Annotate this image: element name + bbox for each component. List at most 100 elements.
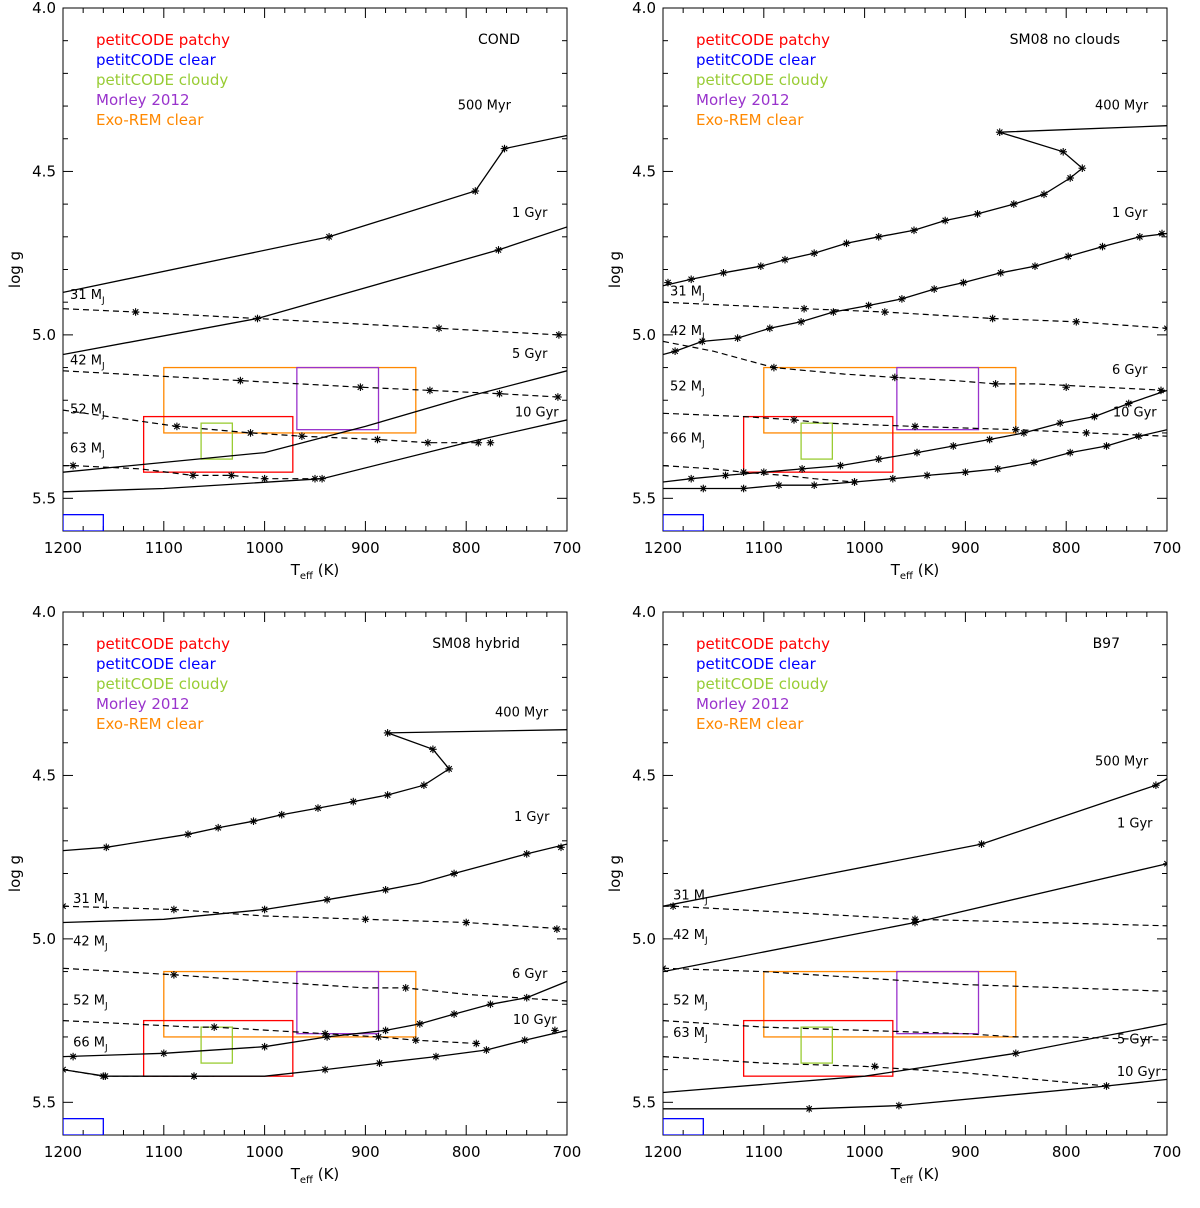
star-stroke [551, 1027, 558, 1034]
y-tick-label: 4.5 [32, 766, 56, 784]
mass-track-label: 66 MJ [73, 1036, 108, 1054]
star-stroke [496, 390, 503, 397]
mass-track-label: 63 MJ [673, 1026, 708, 1044]
star-stroke [191, 1073, 198, 1080]
data-point-star [361, 915, 370, 924]
star-stroke [553, 926, 560, 933]
y-axis-label: log g [606, 855, 624, 892]
model-name-label: SM08 no clouds [1010, 32, 1120, 48]
star-stroke [1091, 413, 1098, 420]
data-point-star [474, 438, 483, 447]
star-stroke [250, 818, 257, 825]
star-stroke [211, 1024, 218, 1031]
data-point-star [227, 471, 236, 480]
data-point-star [1066, 174, 1074, 182]
data-point-star [973, 210, 982, 218]
data-point-star [911, 422, 919, 431]
star-stroke [170, 971, 177, 978]
x-axis-label-sub: eff [900, 571, 914, 582]
data-point-star [1062, 383, 1070, 391]
isochrone-label: 10 Gyr [515, 406, 559, 421]
data-point-star [850, 478, 859, 486]
star-stroke [63, 1068, 67, 1073]
star-stroke [278, 811, 285, 818]
mass-track-label-sub: J [101, 296, 105, 306]
data-point-star [520, 1036, 529, 1044]
legend-entry: petitCODE patchy [696, 635, 830, 653]
star-stroke [974, 210, 981, 217]
isochrone-line [663, 232, 1167, 356]
star-stroke [555, 331, 562, 338]
star-stroke [1083, 429, 1090, 436]
data-point-star [941, 216, 949, 225]
x-tick-label: 1200 [44, 539, 82, 557]
data-point-star [189, 471, 197, 480]
data-point-star [374, 1033, 383, 1041]
y-tick-label: 4.0 [632, 0, 656, 17]
mass-track-label: 42 MJ [73, 934, 108, 952]
mass-track-label: 52 MJ [70, 402, 105, 420]
star-stroke [472, 188, 479, 195]
mass-track-label: 52 MJ [670, 379, 705, 397]
data-point-star [881, 308, 889, 316]
x-tick-label: 1000 [246, 539, 284, 557]
x-tick-label: 800 [452, 1143, 481, 1161]
star-stroke [1163, 862, 1167, 867]
data-point-star [949, 442, 958, 450]
data-point-star [412, 1036, 420, 1044]
data-point-star [401, 984, 410, 992]
legend-entry: petitCODE cloudy [696, 71, 828, 89]
data-point-star [383, 791, 392, 799]
x-tick-label: 1000 [846, 1143, 884, 1161]
data-point-star [184, 830, 192, 839]
star-stroke [446, 765, 453, 772]
y-tick-label: 5.0 [32, 326, 56, 344]
data-point-star [739, 484, 748, 493]
mass-track-label-main: 52 M [673, 993, 705, 1008]
legend-entry: petitCODE cloudy [96, 71, 228, 89]
box-exo-rem-clear [763, 970, 1017, 1038]
x-axis-label-unit: (K) [913, 1165, 939, 1183]
star-stroke [298, 433, 305, 440]
data-point-star [1012, 425, 1020, 434]
star-stroke [384, 792, 391, 799]
star-stroke [700, 485, 707, 492]
mass-track-label: 42 MJ [670, 324, 705, 342]
data-point-star [1082, 429, 1091, 437]
data-point-star [988, 314, 997, 323]
mass-track-label: 31 MJ [673, 889, 708, 907]
data-point-star [797, 318, 805, 326]
star-stroke [487, 439, 494, 446]
box-petitcode-cloudy [200, 422, 233, 460]
x-axis-label-main: T [890, 561, 901, 579]
star-stroke [557, 844, 564, 851]
data-point-star [996, 269, 1005, 277]
star-stroke [376, 1060, 383, 1067]
star-stroke [806, 1105, 813, 1112]
data-point-star [810, 249, 818, 257]
data-point-star [554, 393, 562, 401]
legend-entry: Morley 2012 [96, 695, 190, 713]
star-stroke [688, 475, 695, 482]
star-stroke [432, 1053, 439, 1060]
y-tick-label: 4.0 [32, 604, 56, 621]
star-stroke [237, 377, 244, 384]
legend-entry: petitCODE clear [96, 51, 217, 69]
star-stroke [688, 276, 695, 283]
x-tick-label: 1100 [145, 539, 183, 557]
star-stroke [523, 850, 530, 857]
mass-track-line [663, 301, 1167, 329]
data-point-star [450, 1010, 458, 1018]
legend-entry: Exo-REM clear [696, 111, 804, 129]
data-point-star [551, 1026, 559, 1035]
star-stroke [1020, 429, 1027, 436]
x-tick-label: 700 [553, 1143, 582, 1161]
x-tick-label: 1000 [246, 1143, 284, 1161]
data-point-star [805, 1105, 813, 1113]
star-stroke [992, 380, 999, 387]
data-point-star [260, 474, 269, 483]
star-stroke [740, 469, 747, 476]
star-stroke [1163, 327, 1167, 332]
box-exo-rem-clear [763, 366, 1017, 434]
x-axis-label-main: T [290, 1165, 301, 1183]
